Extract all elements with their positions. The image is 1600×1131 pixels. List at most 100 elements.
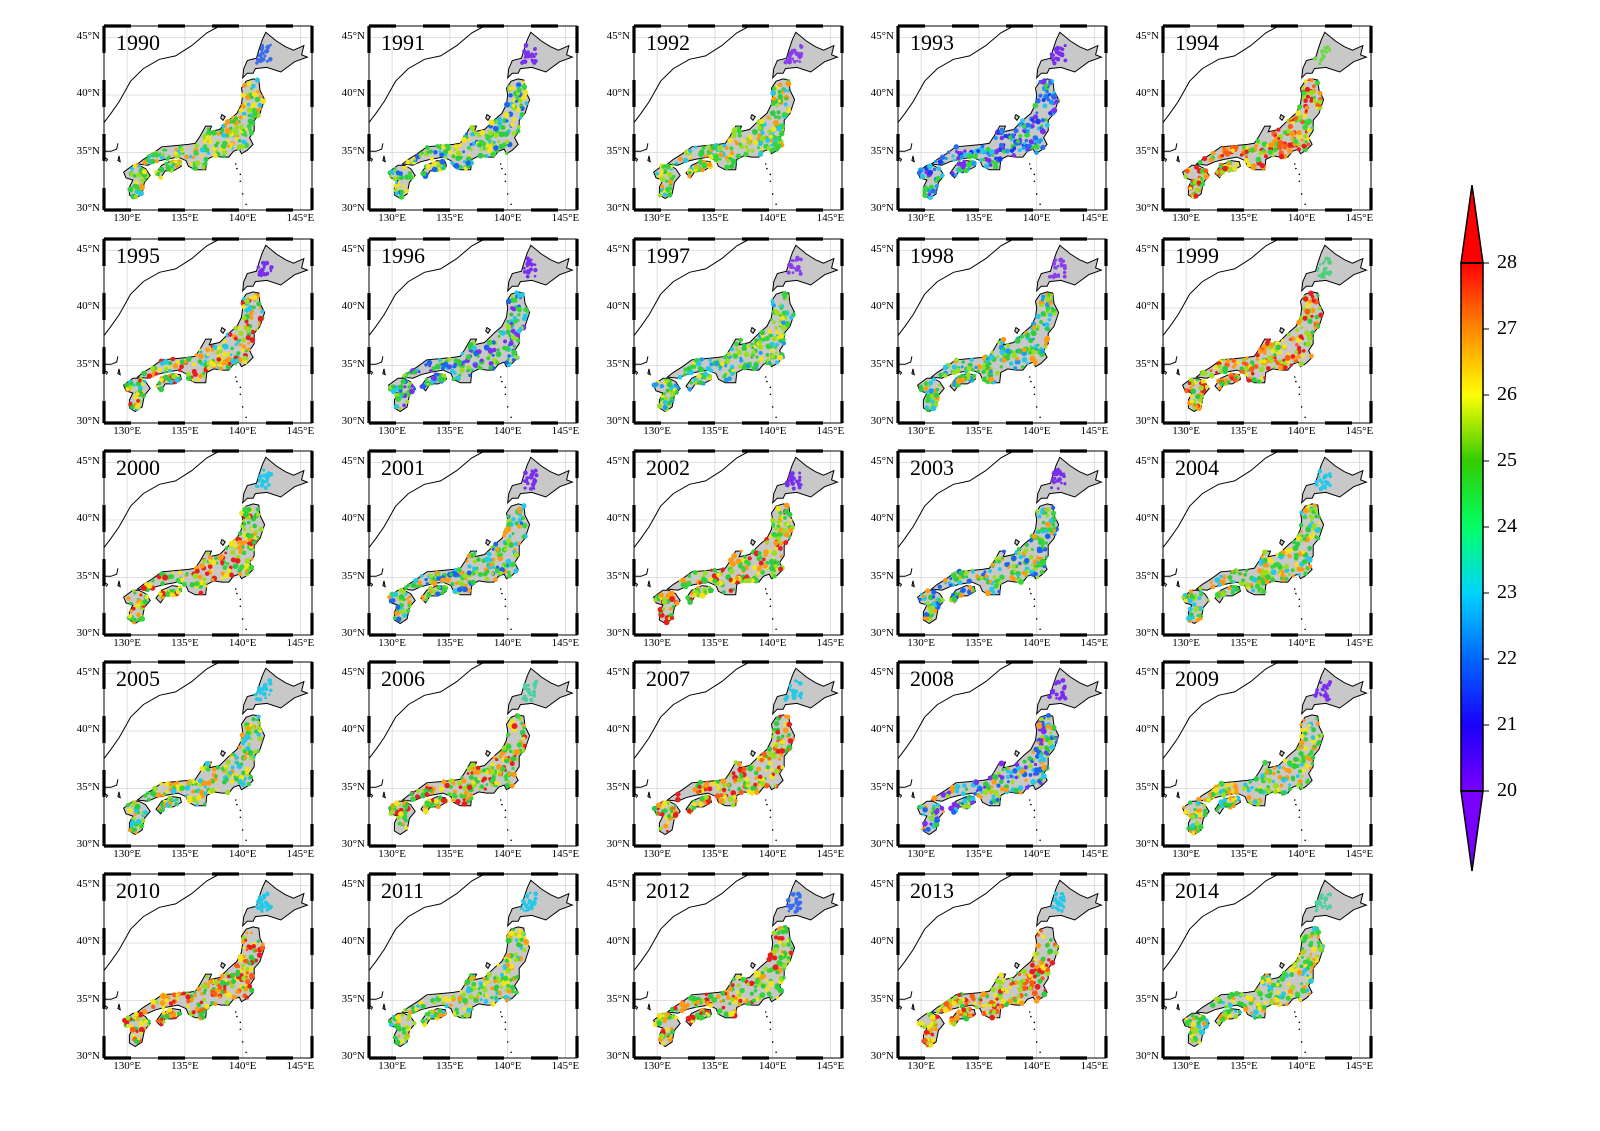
lat-tick-label: 45°N [341,877,365,890]
lon-tick-label: 145°E [551,637,580,649]
lat-tick-label: 45°N [76,242,100,255]
land-sado [1279,538,1285,547]
land-tsushima [647,580,651,588]
land-sado [485,326,491,335]
map-graphic [896,660,1108,848]
map-graphic [896,872,1108,1060]
map-graphic [367,660,579,848]
map-panel-1997: 1997 45°N 40°N 35°N 30°N 130°E 135°E 140°E 145°E [607,237,844,437]
map-graphic [896,449,1108,637]
lon-tick-label: 130°E [1172,637,1200,649]
panel-year-label: 2000 [116,455,160,480]
lat-tick-label: 45°N [76,454,100,467]
lat-tick-label: 40°N [606,512,630,524]
lon-tick-label: 135°E [965,212,993,224]
lat-tick-label: 35°N [1135,569,1159,582]
lat-tick-label: 45°N [606,454,630,467]
lon-tick-label: 140°E [493,425,522,437]
lon-tick-label: 145°E [1080,212,1109,224]
lat-tick-label: 45°N [1135,877,1159,890]
land-sado [1014,961,1020,970]
lon-tick-label: 145°E [816,637,845,649]
lon-tick-label: 145°E [816,848,845,860]
lon-tick-label: 130°E [1172,425,1200,437]
map-graphic [1161,24,1373,212]
lat-tick-label: 45°N [1135,665,1159,678]
land-tsushima [117,1003,121,1011]
lon-tick-label: 135°E [1230,425,1258,437]
lat-tick-label: 30°N [606,627,630,639]
lat-tick-label: 30°N [1135,627,1159,639]
lon-tick-label: 135°E [701,425,729,437]
lat-tick-label: 30°N [870,1050,894,1062]
lat-tick-label: 30°N [76,838,100,850]
lat-tick-label: 30°N [870,627,894,639]
land-hokkaido [507,244,574,293]
lat-tick-label: 40°N [870,87,894,99]
panel-year-label: 2002 [646,455,690,480]
lat-tick-label: 40°N [341,87,365,99]
land-hokkaido [772,31,839,80]
lat-tick-label: 45°N [870,29,894,42]
lat-tick-label: 45°N [606,29,630,42]
map-graphic [1161,660,1373,848]
map-graphic [632,449,844,637]
lat-tick-label: 45°N [76,29,100,42]
lon-tick-label: 145°E [551,848,580,860]
panel-year-label: 2004 [1175,455,1219,480]
map-panel-2011: 2011 45°N 40°N 35°N 30°N 130°E 135°E 140°E 145°E [342,872,579,1072]
lat-tick-label: 35°N [870,569,894,582]
land-hokkaido [772,879,839,928]
colorbar-graphic [1460,184,1489,872]
panel-year-label: 1994 [1175,30,1219,55]
land-hokkaido [1036,879,1103,928]
land-hokkaido [1036,244,1103,293]
land-honshu [930,291,1060,384]
colorbar-tick-label: 25 [1497,449,1517,471]
lon-tick-label: 130°E [907,637,935,649]
map-panel-2014: 2014 45°N 40°N 35°N 30°N 130°E 135°E 140°E 145°E [1136,872,1373,1072]
lat-tick-label: 45°N [606,242,630,255]
land-hokkaido [772,244,839,293]
lon-tick-label: 130°E [1172,848,1200,860]
land-hokkaido [1301,879,1368,928]
lon-tick-label: 145°E [1345,848,1374,860]
lat-tick-label: 40°N [870,300,894,312]
land-sado [485,113,491,122]
lon-tick-label: 140°E [228,1060,257,1072]
map-panel-2000: 2000 45°N 40°N 35°N 30°N 130°E 135°E 140°E 145°E [77,449,314,649]
lat-tick-label: 30°N [606,202,630,214]
lat-tick-label: 35°N [1135,357,1159,370]
land-tsushima [117,155,121,163]
lon-tick-label: 145°E [1080,637,1109,649]
lat-tick-label: 40°N [606,723,630,735]
lon-tick-label: 130°E [378,637,406,649]
lon-tick-label: 145°E [286,848,315,860]
lat-tick-label: 30°N [341,202,365,214]
lat-tick-label: 35°N [606,144,630,157]
land-sado [750,113,756,122]
lon-tick-label: 140°E [493,637,522,649]
map-graphic [102,24,314,212]
lat-tick-label: 30°N [606,838,630,850]
lat-tick-label: 45°N [1135,29,1159,42]
map-panel-2013: 2013 45°N 40°N 35°N 30°N 130°E 135°E 140°E 145°E [871,872,1108,1072]
lat-tick-label: 35°N [76,144,100,157]
lat-tick-label: 45°N [870,877,894,890]
map-panel-1994: 1994 45°N 40°N 35°N 30°N 130°E 135°E 140°E 145°E [1136,24,1373,224]
lon-tick-label: 145°E [1345,425,1374,437]
lon-tick-label: 130°E [113,848,141,860]
map-panel-1992: 1992 45°N 40°N 35°N 30°N 130°E 135°E 140°E 145°E [607,24,844,224]
lon-tick-label: 135°E [171,212,199,224]
land-hokkaido [772,667,839,716]
lon-tick-label: 135°E [701,212,729,224]
lon-tick-label: 135°E [1230,848,1258,860]
lon-tick-label: 130°E [113,212,141,224]
lon-tick-label: 145°E [1080,425,1109,437]
lon-tick-label: 135°E [171,1060,199,1072]
lat-tick-label: 45°N [341,665,365,678]
lat-tick-label: 35°N [870,357,894,370]
land-hokkaido [242,31,309,80]
land-honshu [401,291,531,384]
map-graphic [102,449,314,637]
